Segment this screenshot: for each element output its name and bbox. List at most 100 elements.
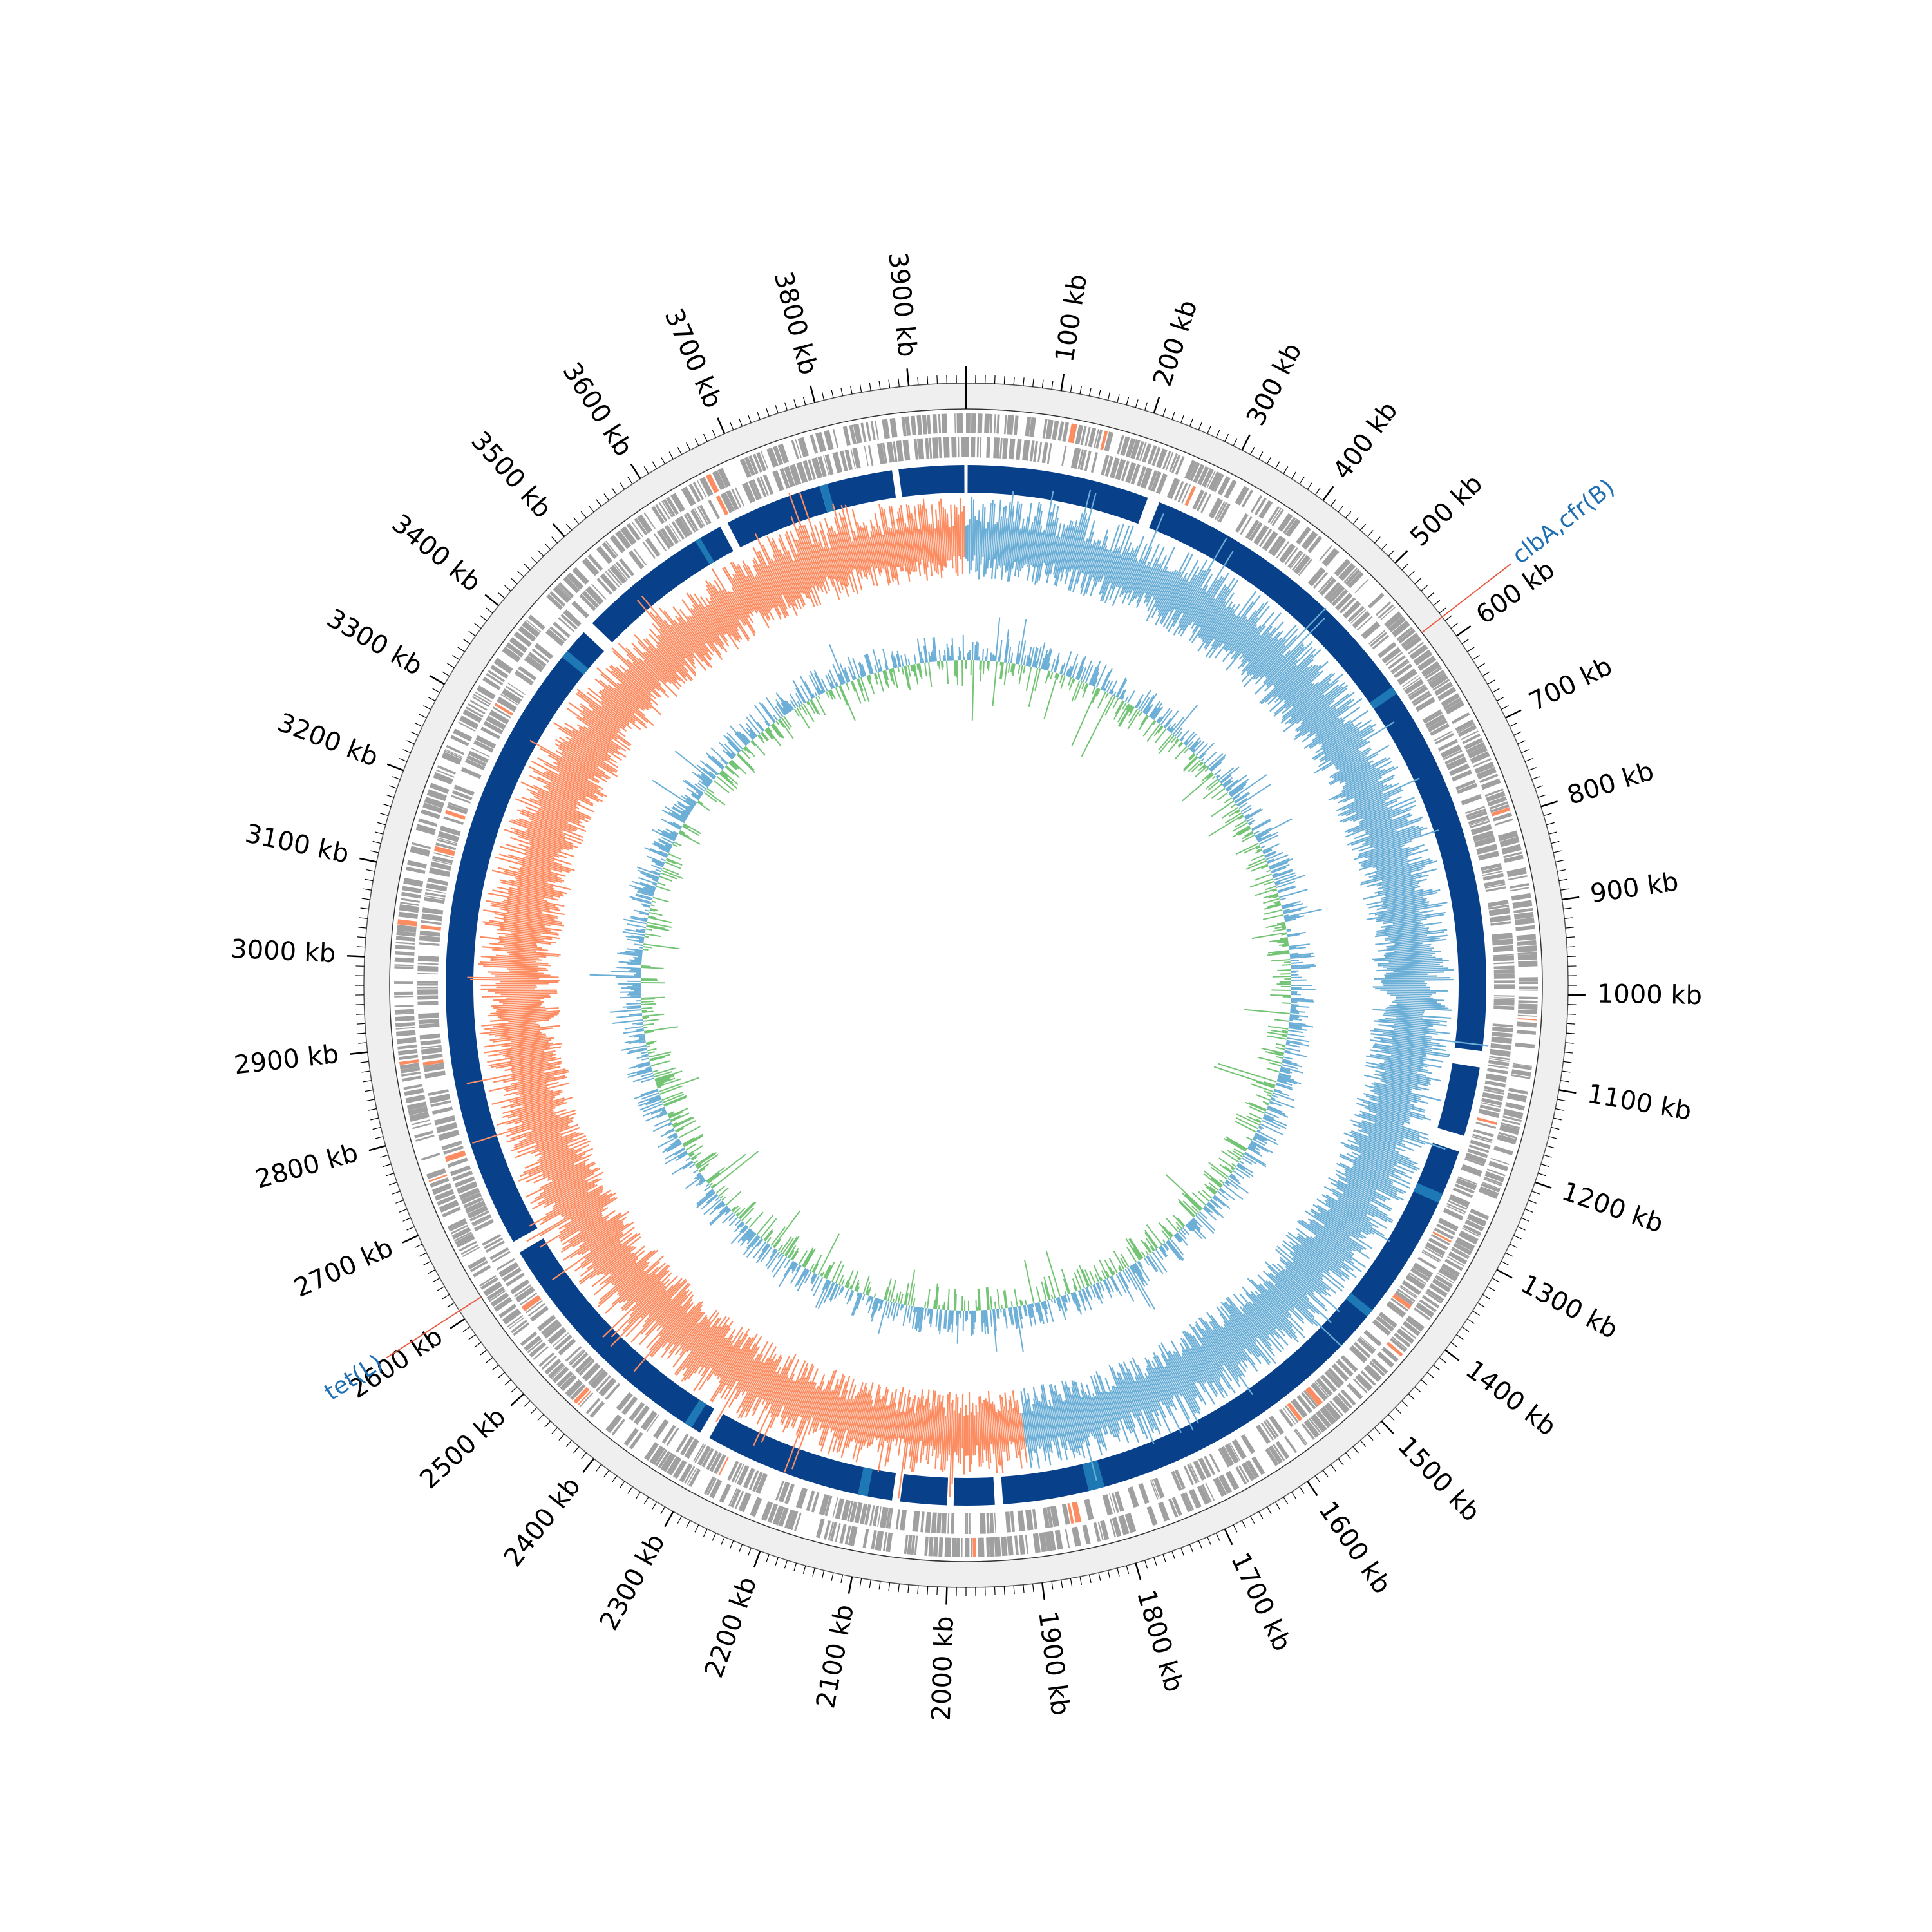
- axis-tick: [1444, 1349, 1460, 1361]
- cds-feature: [420, 925, 441, 931]
- cds-feature: [1332, 1395, 1350, 1414]
- axis-tick: [1250, 447, 1255, 455]
- cds-feature: [660, 527, 675, 547]
- axis-tick: [703, 1528, 708, 1537]
- cds-feature: [397, 919, 417, 927]
- axis-tick: [784, 402, 788, 411]
- cds-feature: [471, 1214, 491, 1226]
- cds-feature: [1363, 1329, 1382, 1347]
- cds-feature: [1473, 758, 1492, 768]
- cds-feature: [1347, 571, 1364, 589]
- cds-feature: [1010, 1511, 1016, 1532]
- gc-skew-positive: [965, 489, 1489, 1481]
- cds-feature: [920, 1511, 924, 1533]
- cds-feature: [1184, 486, 1197, 506]
- axis-tick: [1548, 1136, 1557, 1139]
- cds-feature: [862, 1528, 869, 1549]
- cds-feature: [1493, 955, 1515, 961]
- cds-feature: [1424, 1246, 1443, 1258]
- axis-tick: [1367, 1434, 1374, 1441]
- cds-feature: [850, 448, 856, 469]
- cds-feature: [672, 1459, 687, 1479]
- cds-feature: [646, 1414, 659, 1432]
- blast-segment: [709, 1414, 896, 1501]
- cds-feature: [1262, 531, 1278, 551]
- axis-tick: [1562, 1070, 1571, 1073]
- cds-feature: [1375, 601, 1392, 616]
- axis-tick: [1566, 1032, 1575, 1034]
- axis-tick: [888, 379, 891, 388]
- cds-feature: [815, 1518, 825, 1539]
- axis-tick: [888, 1582, 891, 1591]
- tick-label: 2000 kb: [927, 1616, 960, 1721]
- cds-feature: [1258, 500, 1273, 519]
- cds-feature: [1452, 770, 1472, 782]
- cds-feature: [587, 554, 603, 571]
- cds-feature: [961, 1537, 963, 1557]
- cds-feature: [1032, 1533, 1041, 1553]
- axis-tick: [936, 375, 938, 384]
- cds-feature: [1464, 806, 1485, 815]
- cds-feature: [1284, 547, 1298, 565]
- axis-tick: [1023, 377, 1025, 386]
- cds-feature: [767, 1503, 779, 1524]
- cds-feature: [911, 1535, 916, 1555]
- axis-tick: [1565, 927, 1574, 929]
- axis-tick: [429, 674, 445, 685]
- cds-feature: [683, 513, 696, 533]
- cds-feature: [1025, 1534, 1029, 1554]
- cds-feature: [507, 1314, 524, 1328]
- cds-feature: [951, 1537, 956, 1557]
- cds-feature: [1463, 1224, 1482, 1236]
- cds-feature: [694, 508, 705, 527]
- cds-feature: [1394, 1332, 1411, 1348]
- cds-feature: [404, 1088, 424, 1097]
- axis-tick: [686, 1520, 691, 1528]
- cds-feature: [1016, 439, 1022, 460]
- cds-feature: [971, 1537, 972, 1557]
- cds-feature: [752, 1472, 763, 1492]
- cds-feature: [1151, 446, 1161, 466]
- axis-tick: [383, 803, 392, 807]
- cds-feature: [605, 1414, 622, 1434]
- cds-feature: [578, 1359, 595, 1376]
- axis-tick: [630, 464, 641, 480]
- axis-tick: [1032, 1584, 1034, 1593]
- cds-feature: [1392, 661, 1410, 675]
- cds-feature: [944, 1537, 952, 1557]
- gene-label: tet(L): [320, 1349, 388, 1406]
- axis-tick: [1538, 794, 1546, 798]
- cds-feature: [1487, 1068, 1508, 1075]
- cds-feature: [1337, 1392, 1352, 1409]
- cds-feature: [1483, 1178, 1502, 1187]
- cds-feature: [817, 456, 827, 477]
- axis-tick: [372, 1126, 381, 1130]
- cds-feature: [527, 1303, 545, 1317]
- axis-tick: [1540, 800, 1558, 808]
- cds-feature: [1476, 766, 1497, 780]
- cds-feature: [527, 614, 545, 630]
- cds-feature: [1347, 605, 1365, 623]
- cds-feature: [1482, 870, 1503, 876]
- cds-feature: [1162, 450, 1171, 470]
- cds-feature: [1479, 773, 1499, 783]
- cds-feature: [832, 428, 839, 448]
- tick-label: 200 kb: [1148, 296, 1204, 390]
- cds-feature: [453, 784, 475, 796]
- cds-feature: [426, 789, 448, 802]
- cds-feature: [802, 460, 813, 482]
- cds-feature: [507, 683, 526, 695]
- cds-feature: [1216, 502, 1227, 522]
- cds-feature: [670, 493, 685, 513]
- blast-segment: [592, 526, 734, 643]
- axis-tick: [1535, 785, 1544, 789]
- cds-feature: [1117, 435, 1124, 455]
- axis-tick: [652, 461, 658, 469]
- cds-feature: [423, 1063, 444, 1068]
- cds-feature: [616, 1392, 633, 1412]
- cds-feature: [439, 1200, 459, 1213]
- cds-feature: [422, 1059, 444, 1066]
- cds-feature: [871, 1530, 877, 1550]
- axis-tick: [1283, 466, 1289, 474]
- axis-tick: [365, 1089, 374, 1092]
